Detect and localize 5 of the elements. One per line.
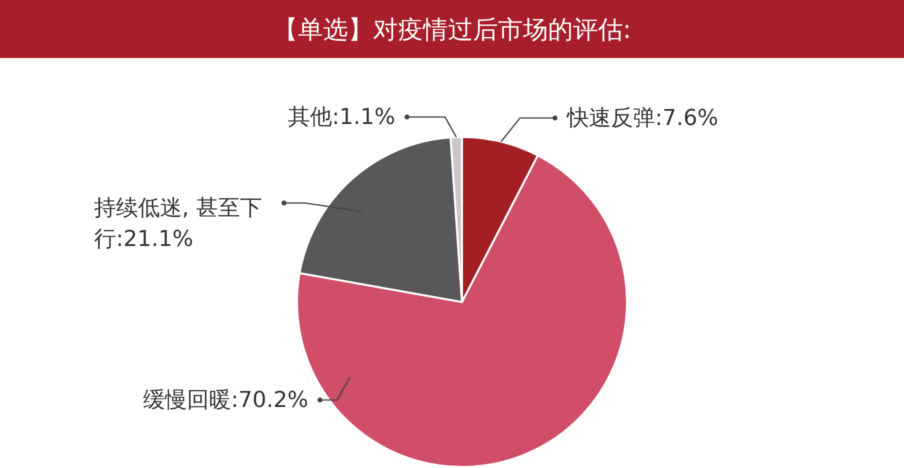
slice-label: 缓慢回暖:70.2%: [143, 386, 308, 414]
slice-label: 快速反弹:7.6%: [567, 104, 718, 132]
chart-title: 【单选】对疫情过后市场的评估:: [0, 0, 904, 58]
slice-label: 其他:1.1%: [288, 104, 396, 132]
slice-label: 持续低迷, 甚至下行:21.1%: [94, 195, 263, 254]
